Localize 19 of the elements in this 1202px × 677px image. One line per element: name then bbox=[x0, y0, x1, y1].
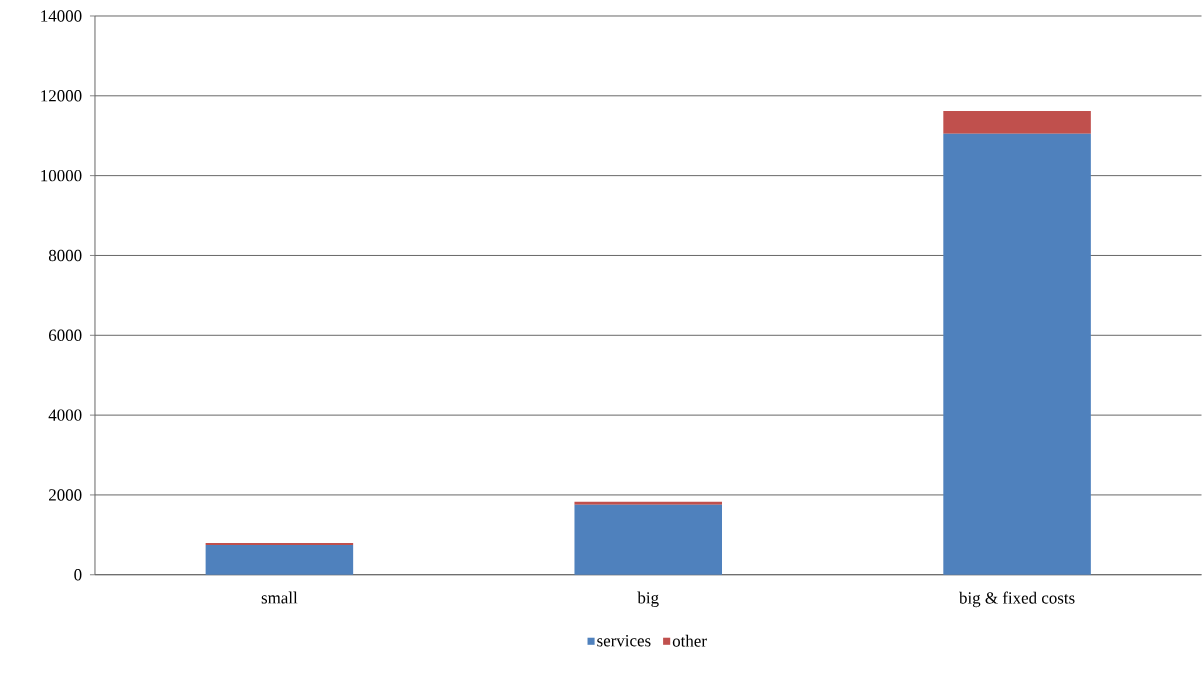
y-tick-label: 2000 bbox=[49, 489, 82, 501]
y-tick-label: 12000 bbox=[41, 90, 82, 102]
bar bbox=[943, 111, 1091, 134]
x-tick-label: big & fixed costs bbox=[959, 591, 1075, 608]
bar bbox=[943, 133, 1091, 575]
y-tick-label: 4000 bbox=[48, 409, 82, 421]
bar bbox=[574, 504, 723, 575]
y-tick-label: 8000 bbox=[48, 249, 82, 262]
bar bbox=[205, 543, 354, 546]
bar bbox=[205, 545, 354, 575]
bar bbox=[574, 501, 723, 505]
legend-label: services bbox=[597, 635, 651, 647]
legend-label: other bbox=[672, 634, 707, 647]
y-tick-label: 0 bbox=[74, 569, 82, 581]
y-tick-label: 10000 bbox=[41, 170, 82, 182]
y-tick-label: 6000 bbox=[49, 329, 82, 342]
x-tick-label: big bbox=[637, 591, 659, 608]
x-tick-label: small bbox=[261, 591, 298, 604]
y-tick-label: 14000 bbox=[41, 10, 82, 22]
